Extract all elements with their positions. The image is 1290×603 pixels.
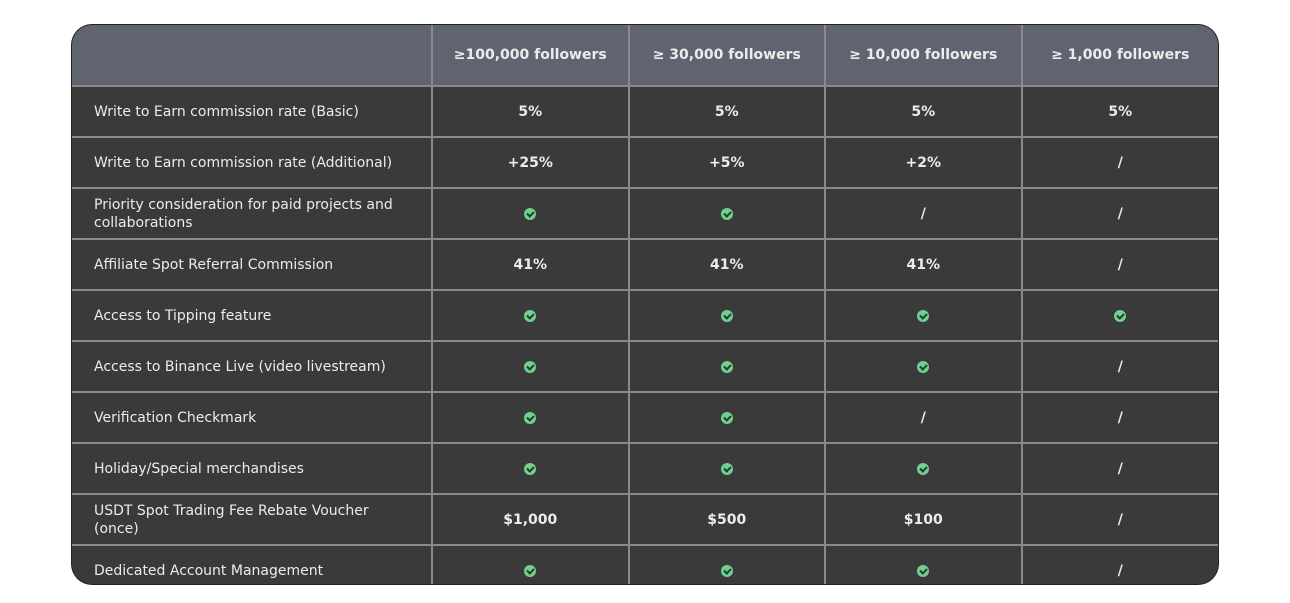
table-row: Affiliate Spot Referral Commission 41% 41%…: [72, 238, 1218, 291]
check-circle-icon: [720, 411, 733, 424]
table-row: Write to Earn commission rate (Additiona…: [72, 136, 1218, 189]
column-header: ≥ 30,000 followers: [627, 25, 826, 87]
value-cell: /: [824, 187, 1023, 240]
row-label: Write to Earn commission rate (Additiona…: [72, 136, 433, 189]
check-circle-icon: [524, 462, 537, 475]
row-label: Verification Checkmark: [72, 391, 433, 444]
check-circle-icon: [524, 207, 537, 220]
value-cell: /: [1020, 340, 1218, 393]
table-row: Verification Checkmark / /: [72, 391, 1218, 444]
check-cell: [824, 289, 1023, 342]
check-circle-icon: [524, 309, 537, 322]
check-cell: [431, 391, 630, 444]
value-cell: $100: [824, 493, 1023, 546]
header-corner: [72, 25, 433, 87]
row-label: Affiliate Spot Referral Commission: [72, 238, 433, 291]
table-row: Access to Binance Live (video livestream…: [72, 340, 1218, 393]
check-circle-icon: [720, 564, 733, 577]
table-row: Write to Earn commission rate (Basic) 5% 5…: [72, 85, 1218, 138]
value-cell: +5%: [627, 136, 826, 189]
check-circle-icon: [917, 360, 930, 373]
value-cell: 5%: [1020, 85, 1218, 138]
check-cell: [431, 187, 630, 240]
check-circle-icon: [1114, 309, 1127, 322]
row-label: Write to Earn commission rate (Basic): [72, 85, 433, 138]
value-cell: /: [1020, 544, 1218, 584]
table-row: Access to Tipping feature: [72, 289, 1218, 342]
row-label: Priority consideration for paid projects…: [72, 187, 433, 240]
check-cell: [431, 340, 630, 393]
check-circle-icon: [720, 360, 733, 373]
check-circle-icon: [720, 462, 733, 475]
value-cell: /: [824, 391, 1023, 444]
check-cell: [627, 544, 826, 584]
value-cell: /: [1020, 493, 1218, 546]
check-cell: [627, 391, 826, 444]
check-circle-icon: [720, 207, 733, 220]
table-row: USDT Spot Trading Fee Rebate Voucher (on…: [72, 493, 1218, 546]
check-circle-icon: [524, 411, 537, 424]
value-cell: /: [1020, 442, 1218, 495]
check-cell: [627, 187, 826, 240]
table-row: Holiday/Special merchandises /: [72, 442, 1218, 495]
row-label: Access to Binance Live (video livestream…: [72, 340, 433, 393]
check-circle-icon: [917, 462, 930, 475]
check-cell: [824, 544, 1023, 584]
benefits-table: ≥100,000 followers ≥ 30,000 followers ≥ 10…: [72, 25, 1218, 584]
check-cell: [627, 340, 826, 393]
row-label: Holiday/Special merchandises: [72, 442, 433, 495]
check-cell: [824, 442, 1023, 495]
value-cell: 5%: [431, 85, 630, 138]
value-cell: /: [1020, 187, 1218, 240]
check-circle-icon: [917, 309, 930, 322]
value-cell: 41%: [431, 238, 630, 291]
check-cell: [824, 340, 1023, 393]
value-cell: /: [1020, 238, 1218, 291]
check-circle-icon: [524, 564, 537, 577]
value-cell: 5%: [824, 85, 1023, 138]
check-cell: [431, 544, 630, 584]
row-label: Access to Tipping feature: [72, 289, 433, 342]
value-cell: /: [1020, 391, 1218, 444]
check-cell: [627, 289, 826, 342]
column-header: ≥100,000 followers: [431, 25, 630, 87]
table-row: Priority consideration for paid projects…: [72, 187, 1218, 240]
value-cell: $1,000: [431, 493, 630, 546]
check-cell: [1020, 289, 1218, 342]
value-cell: $500: [627, 493, 826, 546]
value-cell: 41%: [627, 238, 826, 291]
check-circle-icon: [720, 309, 733, 322]
column-header: ≥ 1,000 followers: [1020, 25, 1218, 87]
table-row: Dedicated Account Management /: [72, 544, 1218, 584]
value-cell: +2%: [824, 136, 1023, 189]
check-circle-icon: [524, 360, 537, 373]
row-label: USDT Spot Trading Fee Rebate Voucher (on…: [72, 493, 433, 546]
check-cell: [627, 442, 826, 495]
check-cell: [431, 442, 630, 495]
value-cell: +25%: [431, 136, 630, 189]
row-label: Dedicated Account Management: [72, 544, 433, 584]
check-circle-icon: [917, 564, 930, 577]
benefits-table-container: ≥100,000 followers ≥ 30,000 followers ≥ 10…: [72, 25, 1218, 584]
value-cell: /: [1020, 136, 1218, 189]
column-header: ≥ 10,000 followers: [824, 25, 1023, 87]
check-cell: [431, 289, 630, 342]
value-cell: 41%: [824, 238, 1023, 291]
table-header-row: ≥100,000 followers ≥ 30,000 followers ≥ 10…: [72, 25, 1218, 87]
value-cell: 5%: [627, 85, 826, 138]
